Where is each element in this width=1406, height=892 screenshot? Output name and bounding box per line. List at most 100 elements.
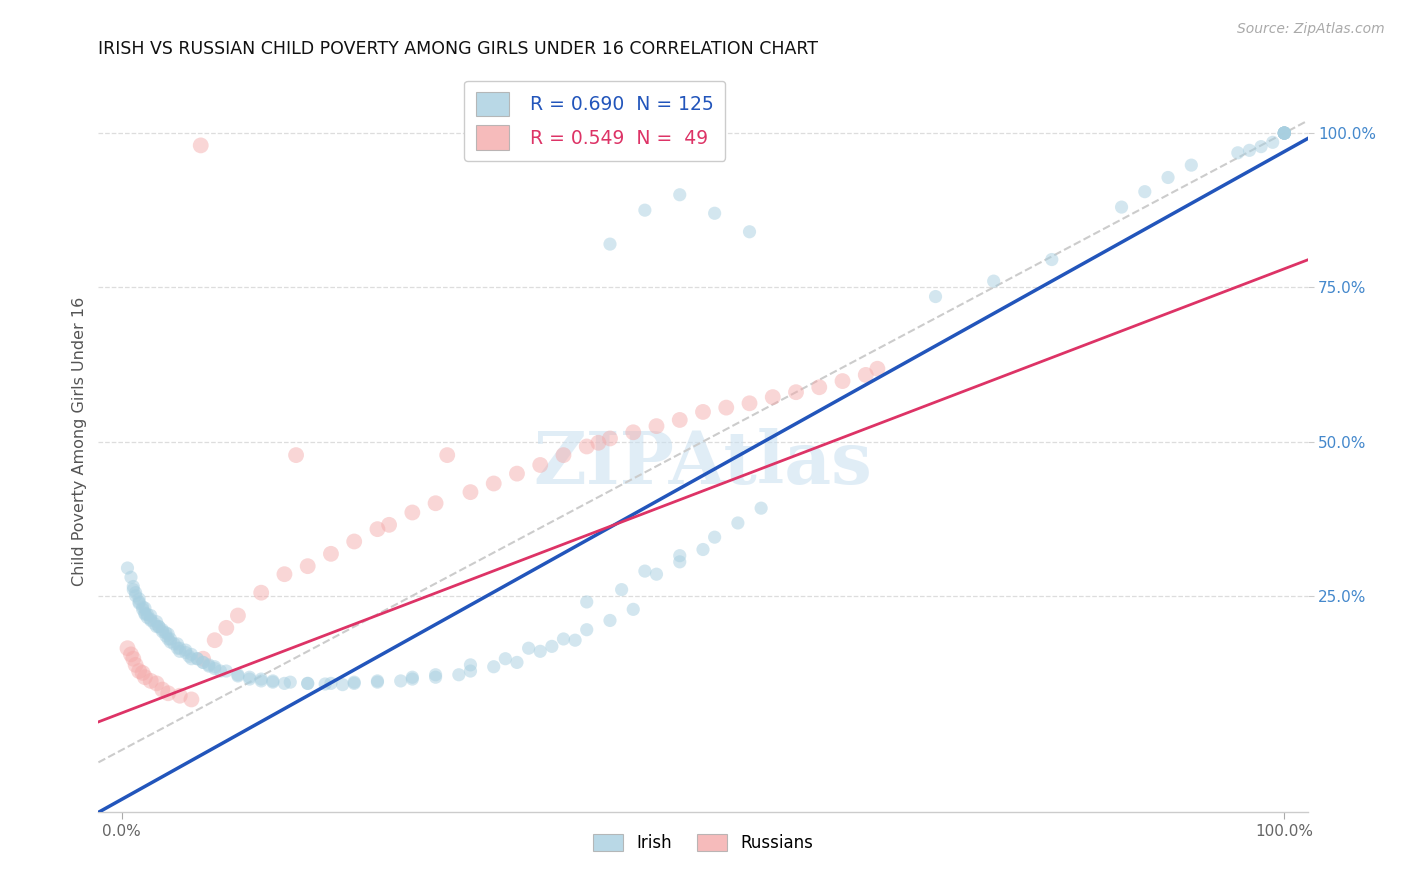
Point (634, 203, 657, 218)
Point (460, 485, 482, 500)
Point (668, 555, 690, 569)
Point (343, 676, 366, 690)
Point (866, 361, 889, 376)
Point (529, 458, 551, 472)
Point (122, 582, 145, 597)
Point (319, 547, 342, 561)
Point (250, 673, 273, 688)
Point (174, 643, 197, 657)
Point (148, 620, 170, 634)
Point (855, 368, 877, 382)
Point (1272, 126, 1295, 140)
Point (366, 673, 388, 688)
Point (209, 664, 232, 678)
Point (460, 657, 482, 672)
Point (366, 675, 388, 690)
Point (285, 448, 308, 462)
Point (150, 624, 173, 639)
Point (785, 385, 807, 400)
Point (540, 640, 562, 654)
Point (553, 632, 575, 646)
Point (366, 522, 388, 536)
Point (124, 589, 146, 603)
Point (425, 667, 447, 681)
Point (134, 601, 156, 615)
Point (134, 606, 156, 620)
Point (273, 567, 295, 582)
Point (159, 632, 181, 646)
Point (343, 534, 366, 549)
Point (186, 651, 208, 665)
Point (401, 672, 423, 686)
Point (727, 516, 749, 530)
Point (447, 667, 470, 681)
Point (169, 641, 191, 656)
Point (122, 651, 145, 665)
Point (436, 448, 458, 462)
Point (1272, 126, 1295, 140)
Point (808, 380, 831, 394)
Point (1133, 185, 1156, 199)
Point (204, 659, 226, 673)
Point (159, 635, 181, 649)
Point (273, 676, 295, 690)
Point (645, 419, 668, 434)
Point (131, 602, 153, 616)
Point (169, 689, 191, 703)
Point (179, 649, 201, 664)
Point (174, 646, 197, 660)
Point (575, 440, 598, 454)
Point (139, 673, 162, 688)
Point (610, 582, 633, 597)
Point (215, 664, 238, 678)
Y-axis label: Child Poverty Among Girls Under 16: Child Poverty Among Girls Under 16 (72, 297, 87, 586)
Point (166, 637, 188, 651)
Point (166, 641, 188, 656)
Point (1226, 145, 1249, 160)
Point (145, 615, 167, 629)
Point (599, 614, 621, 628)
Point (924, 289, 946, 303)
Point (482, 476, 505, 491)
Point (239, 672, 262, 686)
Point (198, 657, 221, 672)
Point (215, 621, 238, 635)
Point (517, 641, 540, 656)
Point (139, 608, 162, 623)
Point (250, 585, 273, 599)
Point (494, 651, 516, 665)
Point (204, 633, 226, 648)
Point (278, 675, 301, 690)
Point (599, 432, 621, 446)
Point (621, 425, 644, 440)
Point (145, 620, 167, 634)
Point (128, 596, 150, 610)
Point (716, 401, 738, 415)
Point (297, 676, 319, 690)
Point (692, 405, 714, 419)
Point (186, 651, 208, 665)
Point (180, 692, 202, 706)
Point (190, 138, 212, 153)
Point (226, 608, 249, 623)
Point (703, 206, 725, 220)
Point (332, 678, 354, 692)
Point (128, 591, 150, 606)
Point (139, 612, 162, 626)
Point (128, 664, 150, 678)
Point (668, 187, 690, 202)
Point (703, 530, 725, 544)
Point (250, 672, 273, 686)
Point (169, 644, 191, 658)
Point (148, 620, 170, 634)
Point (1111, 200, 1133, 214)
Point (588, 435, 610, 450)
Point (1250, 139, 1272, 153)
Point (564, 633, 586, 648)
Point (262, 675, 284, 690)
Point (425, 670, 447, 684)
Point (1272, 126, 1295, 140)
Point (482, 659, 505, 673)
Point (131, 665, 153, 680)
Point (1272, 126, 1295, 140)
